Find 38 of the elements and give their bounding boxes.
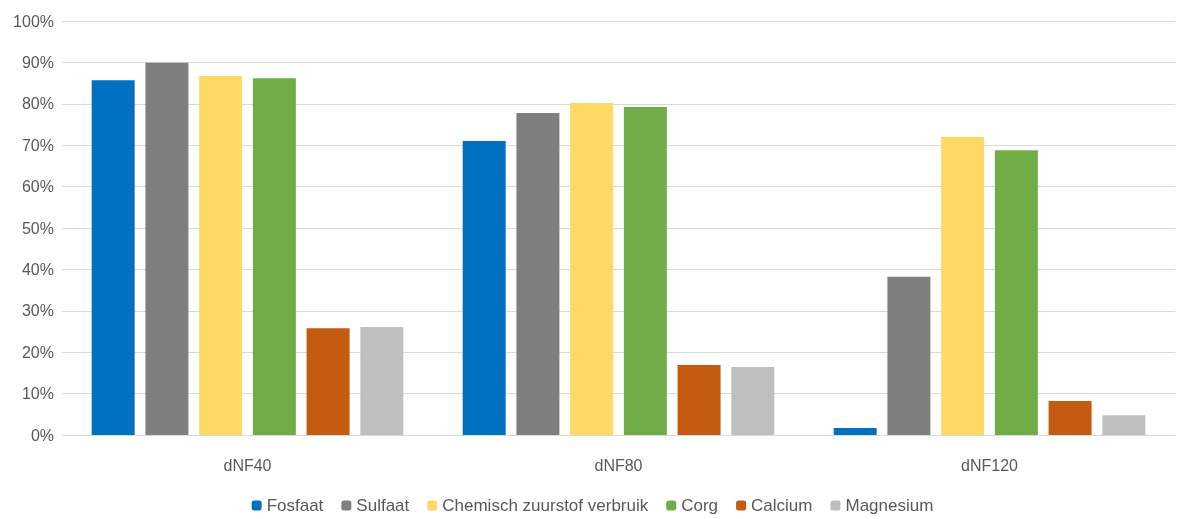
bar — [252, 78, 296, 435]
legend-label: Magnesium — [845, 496, 934, 515]
y-tick-label: 70% — [21, 136, 54, 154]
bar — [623, 107, 667, 435]
legend-label: Fosfaat — [266, 496, 324, 515]
y-tick-label: 90% — [21, 53, 54, 71]
x-tick-label: dNF80 — [594, 456, 643, 474]
x-tick-label: dNF120 — [961, 456, 1019, 474]
y-tick-label: 20% — [21, 343, 54, 361]
bar — [833, 427, 877, 435]
legend-label: Sulfaat — [356, 496, 410, 515]
bar — [887, 276, 931, 435]
y-tick-label: 10% — [21, 385, 54, 403]
x-tick-label: dNF40 — [223, 456, 272, 474]
y-tick-label: 50% — [21, 219, 54, 237]
bar — [570, 102, 614, 435]
y-tick-label: 30% — [21, 302, 54, 320]
bar — [91, 80, 135, 435]
y-tick-label: 40% — [21, 260, 54, 278]
legend-label: Chemisch zuurstof verbruik — [442, 496, 649, 515]
bar — [360, 326, 404, 435]
y-tick-label: 80% — [21, 95, 54, 113]
bar — [462, 141, 506, 435]
y-tick-label: 100% — [13, 12, 54, 30]
bar — [1102, 415, 1146, 435]
y-tick-label: 0% — [30, 426, 54, 444]
bar — [1048, 401, 1092, 435]
legend-label: Calcium — [751, 496, 813, 515]
bar — [731, 367, 775, 435]
bar — [941, 136, 985, 435]
bar — [516, 112, 560, 435]
bar — [994, 150, 1038, 435]
bar — [677, 365, 721, 435]
bar — [145, 62, 189, 435]
bar — [199, 76, 243, 435]
bar — [306, 328, 350, 435]
y-tick-label: 60% — [21, 178, 54, 196]
legend-label: Corg — [681, 496, 719, 515]
